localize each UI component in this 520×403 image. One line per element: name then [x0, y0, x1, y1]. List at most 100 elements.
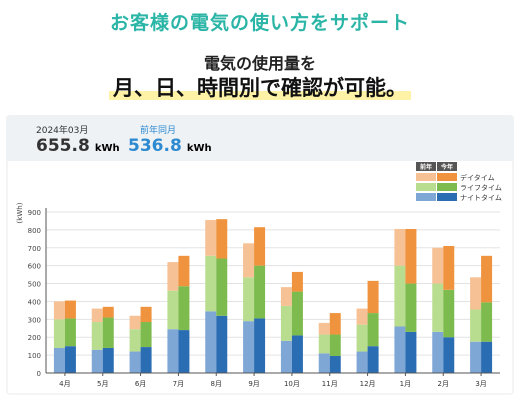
bar-segment	[254, 318, 266, 373]
bar-segment	[432, 283, 444, 332]
bar-segment	[432, 247, 444, 284]
x-tick-label: 7月	[173, 380, 184, 388]
legend-swatch	[416, 183, 436, 191]
bar-segment	[91, 349, 103, 373]
bar-segment	[205, 255, 217, 312]
y-tick-label: 700	[28, 245, 41, 253]
legend-header-bg	[437, 162, 457, 171]
bar-segment	[443, 245, 455, 290]
current-month-stat: 2024年03月 655.8 kWh	[36, 123, 120, 156]
bar-segment	[394, 326, 406, 373]
bar-segment	[178, 330, 190, 373]
bar-segment	[64, 346, 76, 373]
bar-segment	[243, 243, 255, 278]
previous-year-value: 536.8	[128, 136, 182, 156]
legend-swatch	[437, 193, 457, 201]
y-tick-label: 500	[28, 281, 41, 289]
bar-segment	[129, 315, 141, 330]
bar-segment	[129, 351, 141, 373]
y-tick-label: 900	[28, 209, 41, 217]
bar-segment	[470, 341, 482, 373]
headline: お客様の電気の使い方をサポート	[109, 12, 410, 34]
bar-segment	[470, 277, 482, 310]
bar-segment	[405, 283, 417, 332]
x-tick-label: 8月	[211, 380, 222, 388]
bar-segment	[91, 322, 103, 350]
bar-segment	[64, 300, 76, 319]
bar-segment	[405, 331, 417, 373]
bar-segment	[470, 309, 482, 342]
main-heading: 月、日、時間別で確認が可能。	[0, 72, 520, 102]
bar-segment	[291, 271, 303, 292]
legend-swatch	[437, 183, 457, 191]
bar-segment	[318, 322, 330, 335]
y-tick-label: 600	[28, 263, 41, 271]
bar-segment	[405, 228, 417, 284]
bar-segment	[205, 220, 217, 256]
bar-segment	[167, 329, 179, 373]
bar-segment	[280, 340, 292, 373]
previous-year-unit: kWh	[186, 143, 212, 154]
bar-segment	[356, 324, 368, 352]
bar-segment	[178, 255, 190, 287]
bar-segment	[318, 353, 330, 373]
bar-segment	[178, 286, 190, 331]
bar-segment	[394, 228, 406, 266]
subheadline: 電気の使用量を	[203, 54, 316, 73]
bar-segment	[481, 341, 493, 373]
bar-segment	[329, 356, 341, 373]
legend-swatch	[437, 173, 457, 181]
bar-segment	[318, 334, 330, 354]
main-heading-text: 月、日、時間別で確認が可能。	[109, 76, 411, 100]
bar-segment	[205, 311, 217, 373]
current-month-unit: kWh	[94, 143, 120, 154]
legend-swatch	[416, 193, 436, 201]
bar-segment	[102, 306, 114, 318]
bar-segment	[367, 280, 379, 314]
bar-segment	[53, 347, 65, 373]
bar-segment	[129, 329, 141, 352]
legend-header: 前年	[420, 163, 432, 171]
bar-segment	[432, 331, 444, 373]
x-tick-label: 3月	[475, 380, 486, 388]
axes: 0 100 200 300 400 500 600 700 800 900 (kWh) 4月 5月 6月 7…	[16, 202, 500, 388]
bar-segment	[216, 258, 228, 316]
bar-segment	[53, 301, 65, 320]
bar-segment	[64, 318, 76, 347]
bar-segment	[280, 305, 292, 341]
bar-segment	[140, 347, 152, 373]
bar-segment	[254, 265, 266, 319]
current-month-label: 2024年03月	[36, 126, 89, 136]
bar-segment	[291, 291, 303, 336]
legend-swatch	[416, 173, 436, 181]
x-tick-label: 11月	[322, 380, 338, 388]
x-tick-label: 2月	[438, 380, 449, 388]
legend-header-bg	[416, 162, 436, 171]
x-tick-label: 9月	[248, 380, 259, 388]
bar-segment	[329, 313, 341, 335]
legend-entry: ナイトタイム	[460, 193, 502, 202]
previous-year-stat: 前年同月 536.8 kWh	[128, 123, 212, 156]
bar-segment	[443, 337, 455, 373]
bar-segment	[443, 289, 455, 338]
bar-segment	[481, 302, 493, 342]
legend-entry: ライフタイム	[460, 183, 502, 192]
bar-segment	[356, 351, 368, 373]
bar-segment	[91, 308, 103, 323]
bar-segment	[140, 322, 152, 348]
gridlines	[46, 211, 500, 356]
y-tick-label: 400	[28, 298, 41, 306]
bar-segment	[243, 277, 255, 322]
bar-segment	[243, 321, 255, 373]
legend-entry: デイタイム	[460, 173, 495, 182]
bar-segment	[102, 317, 114, 348]
bar-segment	[329, 334, 341, 357]
y-tick-label: 0	[37, 370, 41, 378]
y-tick-label: 100	[28, 352, 41, 360]
bar-segment	[356, 308, 368, 325]
bar-segment	[216, 315, 228, 373]
x-tick-label: 12月	[360, 380, 376, 388]
x-tick-label: 10月	[284, 380, 300, 388]
bar-segment	[53, 319, 65, 348]
